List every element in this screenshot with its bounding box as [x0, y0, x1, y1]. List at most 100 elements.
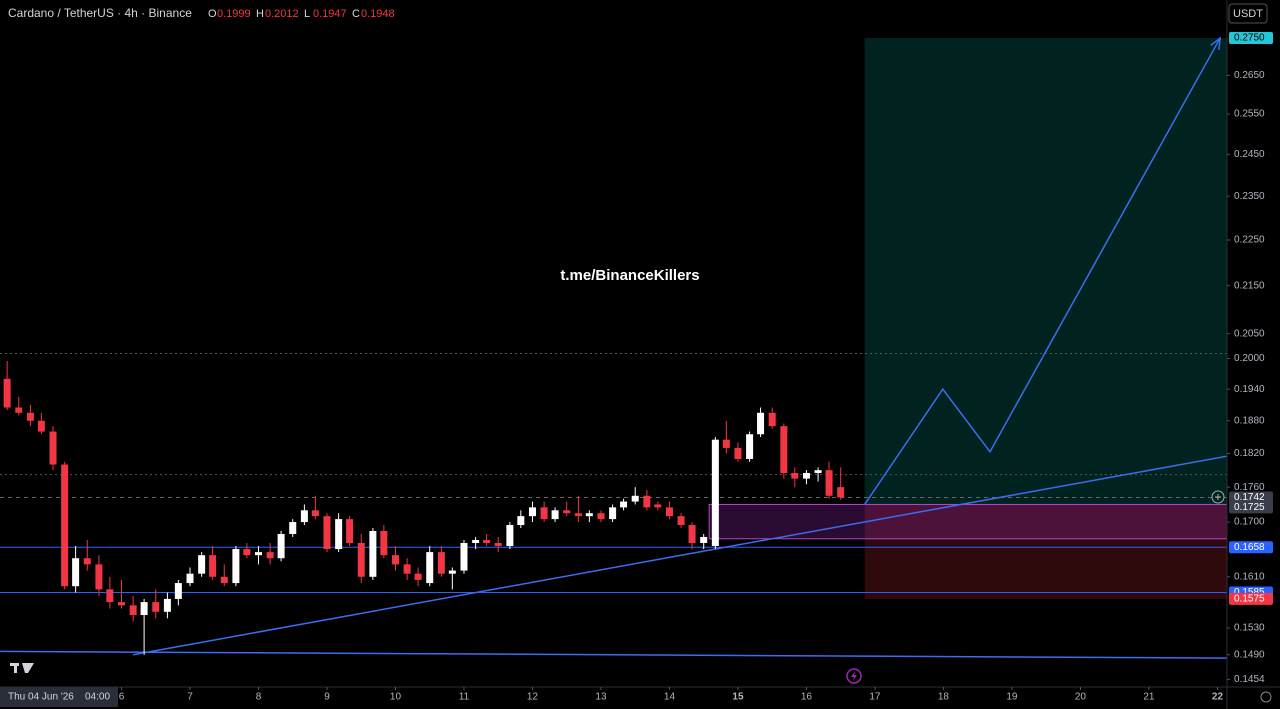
- x-tick-label: 6: [119, 692, 125, 703]
- replay-icon[interactable]: [846, 668, 862, 684]
- candle-body: [61, 464, 69, 587]
- x-tick-label: 7: [187, 692, 193, 703]
- candle-body: [802, 472, 810, 479]
- y-tick-label: 0.1454: [1234, 674, 1265, 685]
- candle-body: [460, 542, 468, 571]
- candle-body: [825, 470, 833, 496]
- x-tick-label: 12: [527, 692, 539, 703]
- price-label-box: [1229, 592, 1273, 605]
- x-tick-label: 16: [801, 692, 813, 703]
- candle-body: [643, 495, 651, 508]
- x-tick-label: 8: [256, 692, 262, 703]
- candle-body: [837, 487, 845, 498]
- price-label-box: [1229, 541, 1273, 554]
- ohlc-key: L: [304, 8, 310, 20]
- currency-label[interactable]: USDT: [1233, 8, 1263, 20]
- projection-path: [864, 37, 1221, 505]
- lightning: [851, 671, 857, 681]
- candle-body: [494, 542, 502, 547]
- trendline: [0, 650, 1228, 659]
- ohlc-key: C: [352, 8, 360, 20]
- add-alert-icon[interactable]: [1211, 490, 1225, 504]
- zone: [864, 504, 1227, 599]
- cursor-clock: 04:00: [85, 692, 110, 703]
- candle-body: [448, 570, 456, 574]
- currency-button[interactable]: [1228, 3, 1268, 24]
- y-tick-label: 0.2550: [1234, 109, 1265, 120]
- settings-icon[interactable]: [1260, 691, 1272, 703]
- trendline: [133, 455, 1228, 656]
- y-tick-label: 0.2050: [1234, 328, 1265, 339]
- candle-body: [152, 602, 160, 612]
- candle-body: [254, 552, 262, 556]
- x-tick-label: 22: [1212, 692, 1224, 703]
- candle-body: [563, 510, 571, 514]
- price-label: 0.1725: [1234, 502, 1265, 513]
- chart-title: Cardano / TetherUS · 4h · Binance: [8, 6, 192, 20]
- y-tick-label: 0.2450: [1234, 149, 1265, 160]
- zone: [864, 38, 1227, 505]
- tv-logo: [10, 663, 34, 673]
- candle-body: [791, 472, 799, 479]
- y-tick-label: 0.1610: [1234, 571, 1265, 582]
- ohlc-value: 0.2012: [265, 8, 299, 20]
- candle-body: [209, 555, 217, 577]
- y-tick-label: 0.2350: [1234, 191, 1265, 202]
- x-tick-label: 17: [869, 692, 881, 703]
- candle-body: [700, 536, 708, 543]
- price-label: 0.1585: [1234, 587, 1265, 598]
- candle-body: [220, 576, 228, 584]
- x-tick-label: 14: [664, 692, 676, 703]
- candle-body: [232, 549, 240, 584]
- zone: [708, 503, 1228, 540]
- x-tick-label: 15: [732, 692, 744, 703]
- candle-body: [757, 412, 765, 435]
- candle-body: [186, 573, 194, 584]
- price-label-box: [1229, 501, 1273, 514]
- y-tick-label: 0.1820: [1234, 448, 1265, 459]
- y-tick-label: 0.1880: [1234, 415, 1265, 426]
- candle-body: [746, 434, 754, 459]
- candle-body: [620, 501, 628, 508]
- candle-body: [472, 539, 480, 543]
- candle-body: [574, 513, 582, 517]
- candle-body: [174, 583, 182, 599]
- candle-body: [677, 516, 685, 526]
- lines: [0, 36, 1228, 659]
- price-label-box: [1229, 491, 1273, 504]
- x-tick-label: 11: [459, 692, 470, 703]
- candle-body: [391, 555, 399, 565]
- candle-body: [26, 412, 34, 421]
- ohlc-key: O: [208, 8, 217, 20]
- candle-body: [311, 510, 319, 517]
- candle-body: [346, 519, 354, 543]
- y-tick-label: 0.1700: [1234, 517, 1265, 528]
- candle-body: [72, 558, 80, 587]
- candle-body: [118, 602, 126, 606]
- candle-body: [198, 555, 206, 574]
- candle-body: [437, 552, 445, 574]
- candle-body: [95, 564, 103, 590]
- candle-body: [335, 519, 343, 550]
- x-tick-label: 20: [1075, 692, 1087, 703]
- ohlc-value: 0.1999: [217, 8, 251, 20]
- x-tick-label: 9: [324, 692, 330, 703]
- candle-body: [517, 516, 525, 526]
- watermark: t.me/BinanceKillers: [560, 267, 699, 284]
- cursor-date: Thu 04 Jun '26: [8, 692, 74, 703]
- y-tick-label: 0.1940: [1234, 384, 1265, 395]
- candle-body: [163, 598, 171, 612]
- candle-body: [277, 533, 285, 559]
- y-tick-label: 0.1530: [1234, 623, 1265, 634]
- candle-body: [414, 573, 422, 580]
- candle-body: [300, 510, 308, 523]
- price-label: 0.1575: [1234, 594, 1265, 605]
- candle-body: [688, 525, 696, 543]
- y-tick-label: 0.1760: [1234, 482, 1265, 493]
- candle-body: [15, 407, 23, 413]
- y-tick-label: 0.2650: [1234, 70, 1265, 81]
- y-tick-label: 0.1490: [1234, 649, 1265, 660]
